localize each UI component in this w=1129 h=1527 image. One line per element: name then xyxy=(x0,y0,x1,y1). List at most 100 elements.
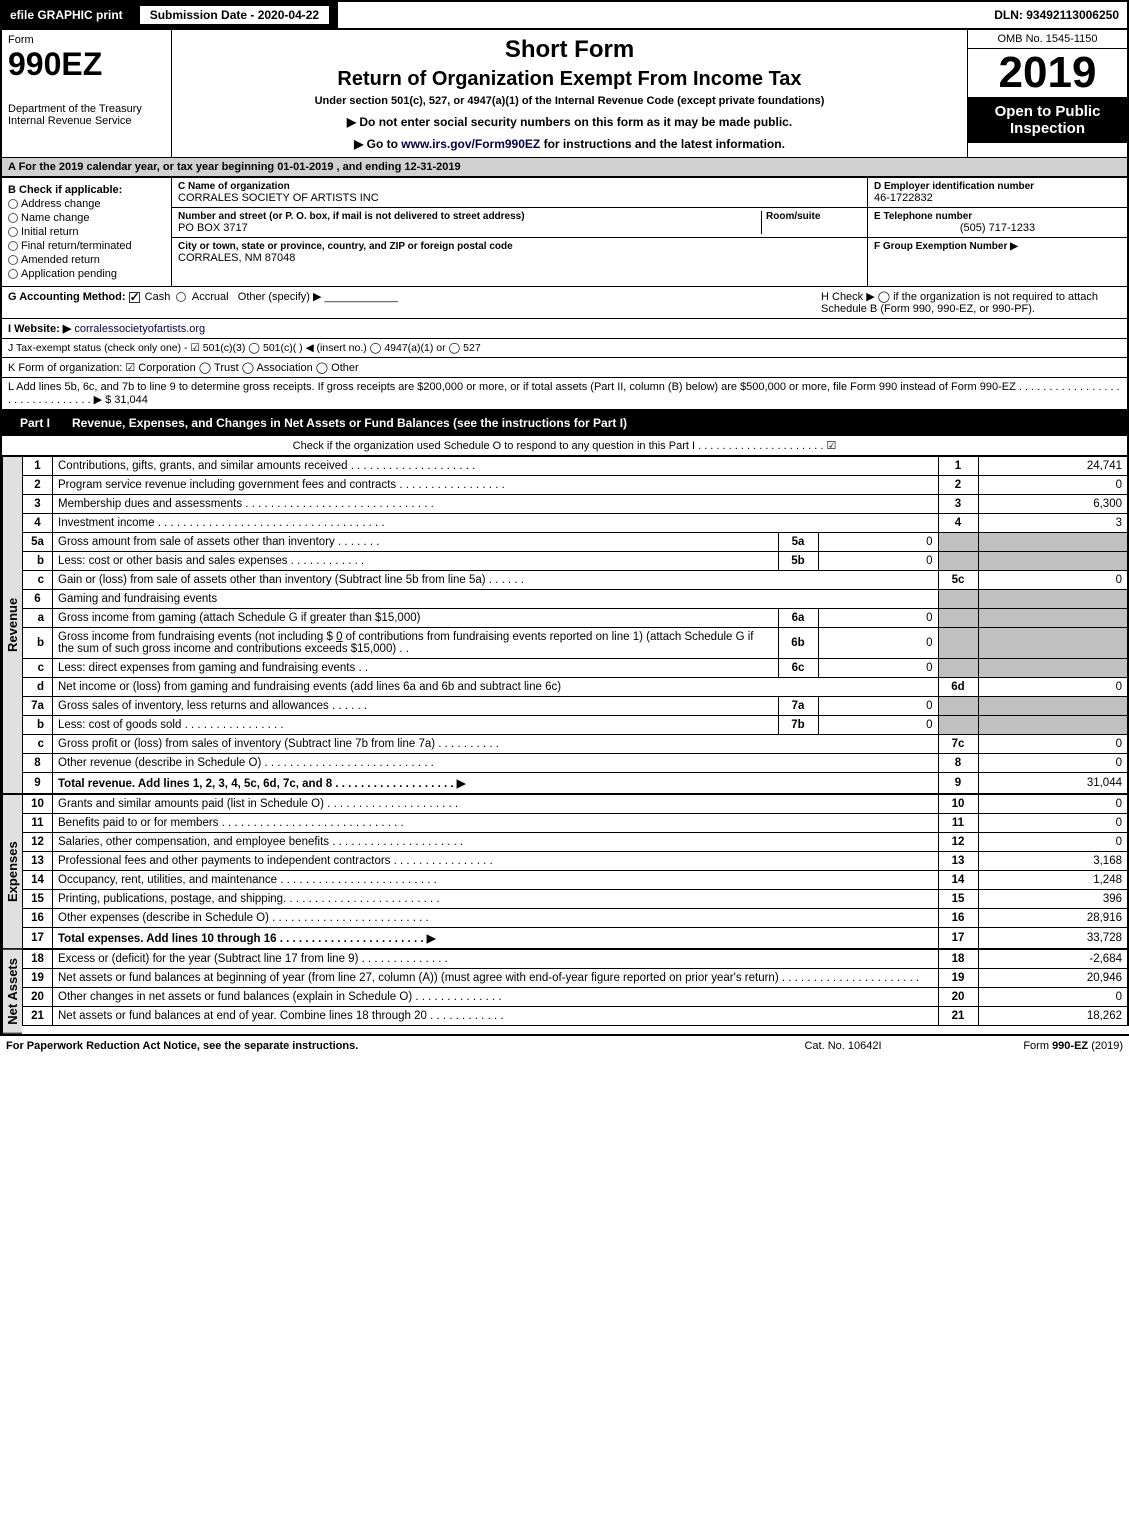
label-tel: E Telephone number xyxy=(874,211,1121,222)
goto-post: for instructions and the latest informat… xyxy=(544,137,785,151)
side-label-net-assets: Net Assets xyxy=(2,949,22,1034)
l20-rv: 0 xyxy=(978,988,1128,1007)
l16-rv: 28,916 xyxy=(978,909,1128,928)
l11-rn: 11 xyxy=(938,814,978,833)
chk-address-change[interactable]: Address change xyxy=(8,198,165,210)
l6b-desc: Gross income from fundraising events (no… xyxy=(53,628,779,659)
label-room: Room/suite xyxy=(766,211,861,222)
l10-rn: 10 xyxy=(938,795,978,814)
l20-num: 20 xyxy=(23,988,53,1007)
part1-schedule-o: Check if the organization used Schedule … xyxy=(8,439,1121,452)
l4-rv: 3 xyxy=(978,514,1128,533)
chk-amended-return[interactable]: Amended return xyxy=(8,254,165,266)
l6-rv xyxy=(978,590,1128,609)
l5c-num: c xyxy=(23,571,53,590)
l6b-rv xyxy=(978,628,1128,659)
l16-rn: 16 xyxy=(938,909,978,928)
irs-label: Internal Revenue Service xyxy=(8,115,165,127)
l15-rn: 15 xyxy=(938,890,978,909)
l6d-num: d xyxy=(23,678,53,697)
page-footer: For Paperwork Reduction Act Notice, see … xyxy=(0,1034,1129,1056)
l5b-rv xyxy=(978,552,1128,571)
l7a-num: 7a xyxy=(23,697,53,716)
l4-num: 4 xyxy=(23,514,53,533)
l18-num: 18 xyxy=(23,950,53,969)
label-ein: D Employer identification number xyxy=(874,181,1121,192)
chk-name-change[interactable]: Name change xyxy=(8,212,165,224)
l5b-bn: 5b xyxy=(778,552,818,571)
l14-rv: 1,248 xyxy=(978,871,1128,890)
l5a-bv: 0 xyxy=(818,533,938,552)
subtitle: Under section 501(c), 527, or 4947(a)(1)… xyxy=(178,95,961,107)
l14-rn: 14 xyxy=(938,871,978,890)
l6-desc: Gaming and fundraising events xyxy=(53,590,939,609)
title-return: Return of Organization Exempt From Incom… xyxy=(178,68,961,91)
city-block: City or town, state or province, country… xyxy=(172,238,867,267)
l21-desc: Net assets or fund balances at end of ye… xyxy=(53,1007,939,1026)
l12-num: 12 xyxy=(23,833,53,852)
l12-rn: 12 xyxy=(938,833,978,852)
label-group: F Group Exemption Number ▶ xyxy=(874,241,1121,252)
dln-label: DLN: 93492113006250 xyxy=(986,2,1127,28)
l6-num: 6 xyxy=(23,590,53,609)
l17-rv: 33,728 xyxy=(978,928,1128,949)
l13-desc: Professional fees and other payments to … xyxy=(53,852,939,871)
side-label-revenue: Revenue xyxy=(2,456,22,794)
l4-rn: 4 xyxy=(938,514,978,533)
l1-rv: 24,741 xyxy=(978,457,1128,476)
l6c-bn: 6c xyxy=(778,659,818,678)
label-org-name: C Name of organization xyxy=(178,181,861,192)
label-city: City or town, state or province, country… xyxy=(178,241,861,252)
l16-desc: Other expenses (describe in Schedule O) … xyxy=(53,909,939,928)
side-label-expenses: Expenses xyxy=(2,794,22,949)
row-g-h: G Accounting Method: Cash Accrual Other … xyxy=(0,287,1129,319)
irs-link[interactable]: www.irs.gov/Form990EZ xyxy=(401,137,540,151)
org-name-block: C Name of organization CORRALES SOCIETY … xyxy=(172,178,867,208)
l8-rn: 8 xyxy=(938,754,978,773)
title-short-form: Short Form xyxy=(178,36,961,64)
col-c-org-info: C Name of organization CORRALES SOCIETY … xyxy=(172,178,867,286)
row-k-form-org: K Form of organization: ☑ Corporation ◯ … xyxy=(0,358,1129,378)
l2-rv: 0 xyxy=(978,476,1128,495)
l7a-rv xyxy=(978,697,1128,716)
part1-title: Revenue, Expenses, and Changes in Net As… xyxy=(72,416,627,430)
footer-formref: Form 990-EZ (2019) xyxy=(943,1040,1123,1052)
part1-schedule-o-row: Check if the organization used Schedule … xyxy=(0,436,1129,456)
l6c-num: c xyxy=(23,659,53,678)
l20-rn: 20 xyxy=(938,988,978,1007)
l3-rn: 3 xyxy=(938,495,978,514)
website-link[interactable]: corralessocietyofartists.org xyxy=(74,323,205,335)
l21-num: 21 xyxy=(23,1007,53,1026)
label-accounting: G Accounting Method: xyxy=(8,291,126,303)
chk-cash[interactable] xyxy=(129,292,140,303)
efile-label[interactable]: efile GRAPHIC print xyxy=(2,2,132,28)
l12-desc: Salaries, other compensation, and employ… xyxy=(53,833,939,852)
dept-treasury: Department of the Treasury xyxy=(8,103,165,115)
tax-year: 2019 xyxy=(968,49,1127,97)
l7a-rn xyxy=(938,697,978,716)
l5c-rv: 0 xyxy=(978,571,1128,590)
l14-num: 14 xyxy=(23,871,53,890)
col-d-ids: D Employer identification number 46-1722… xyxy=(867,178,1127,286)
chk-final-return[interactable]: Final return/terminated xyxy=(8,240,165,252)
l15-desc: Printing, publications, postage, and shi… xyxy=(53,890,939,909)
org-address: PO BOX 3717 xyxy=(178,222,761,234)
part1-label: Part I xyxy=(10,414,60,432)
l4-desc: Investment income . . . . . . . . . . . … xyxy=(53,514,939,533)
l21-rn: 21 xyxy=(938,1007,978,1026)
l6a-num: a xyxy=(23,609,53,628)
l6b-contrib-val: 0 xyxy=(336,631,342,643)
l2-rn: 2 xyxy=(938,476,978,495)
org-name: CORRALES SOCIETY OF ARTISTS INC xyxy=(178,192,861,204)
ein-block: D Employer identification number 46-1722… xyxy=(868,178,1127,208)
l5a-num: 5a xyxy=(23,533,53,552)
chk-accrual[interactable] xyxy=(176,292,186,302)
label-website: I Website: ▶ xyxy=(8,323,71,335)
l13-rn: 13 xyxy=(938,852,978,871)
label-other-specify: Other (specify) ▶ xyxy=(238,291,322,303)
l5c-desc: Gain or (loss) from sale of assets other… xyxy=(53,571,939,590)
l1-num: 1 xyxy=(23,457,53,476)
chk-initial-return[interactable]: Initial return xyxy=(8,226,165,238)
chk-application-pending[interactable]: Application pending xyxy=(8,268,165,280)
org-city: CORRALES, NM 87048 xyxy=(178,252,861,264)
